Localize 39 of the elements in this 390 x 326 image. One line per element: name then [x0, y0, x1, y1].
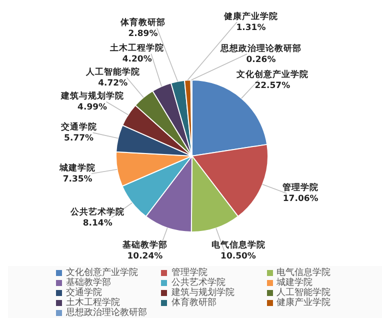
legend-label: 体育教研部 — [171, 298, 216, 308]
legend-label: 电气信息学院 — [276, 268, 331, 278]
data-label: 8.14% — [82, 218, 113, 228]
slice-label: 基础教学部 — [121, 239, 168, 250]
data-label: 22.57% — [254, 80, 291, 91]
slice-label: 建筑与规划学院 — [60, 90, 124, 102]
slice-label: 体育教研部 — [120, 16, 166, 28]
legend-label: 健康产业学院 — [276, 298, 331, 308]
legend-label: 思想政治理论教研部 — [66, 308, 147, 318]
legend-label: 管理学院 — [171, 268, 208, 278]
legend-label: 基础教学部 — [66, 278, 111, 288]
slice-label: 公共艺术学院 — [70, 206, 125, 218]
data-label: 2.89% — [128, 28, 158, 39]
data-label: 4.99% — [78, 102, 108, 113]
slice-label: 人工智能学院 — [84, 66, 140, 78]
slice-label: 文化创意产业学院 — [235, 68, 308, 80]
data-label: 4.72% — [98, 78, 128, 89]
data-label: 10.50% — [220, 252, 256, 262]
data-label: 0.26% — [246, 54, 276, 65]
slice-label: 思想政治理论教研部 — [220, 42, 302, 54]
legend-label: 交通学院 — [66, 288, 102, 298]
slice-label: 交通学院 — [60, 122, 97, 133]
legend-label: 人工智能学院 — [276, 288, 331, 298]
data-label: 7.35% — [62, 174, 93, 184]
legend-label: 文化创意产业学院 — [66, 268, 138, 278]
data-label: 10.24% — [127, 251, 164, 262]
legend-label: 建筑与规划学院 — [171, 288, 234, 298]
data-label: 4.20% — [122, 54, 152, 65]
slice-label: 管理学院 — [282, 182, 319, 194]
slice-label: 健康产业学院 — [223, 10, 278, 22]
legend-label: 土木工程学院 — [66, 298, 120, 308]
data-label: 1.31% — [236, 22, 266, 33]
data-label: 5.77% — [64, 134, 94, 144]
data-label: 17.06% — [282, 194, 319, 204]
slice-label: 城建学院 — [58, 162, 96, 174]
slice-label: 电气信息学院 — [211, 240, 266, 251]
slice-label: 土木工程学院 — [109, 42, 164, 54]
legend-label: 城建学院 — [276, 278, 313, 288]
legend-label: 公共艺术学院 — [171, 278, 226, 288]
